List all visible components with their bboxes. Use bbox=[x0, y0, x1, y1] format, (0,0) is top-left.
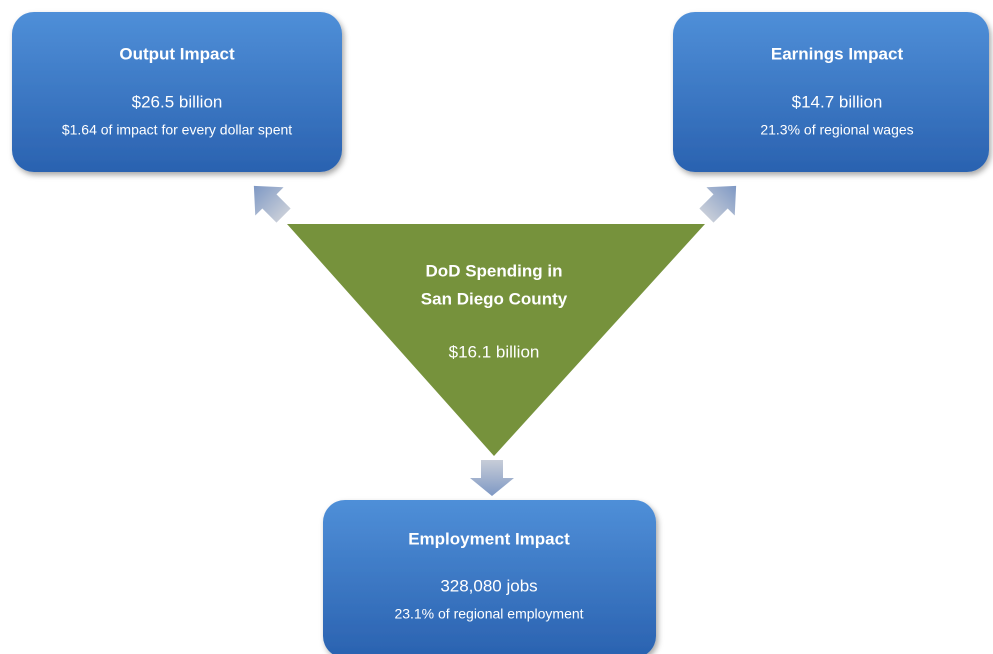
node-value: $26.5 billion bbox=[132, 92, 223, 111]
earnings-box: Earnings Impact $14.7 billion 21.3% of r… bbox=[673, 12, 989, 172]
node-title: Output Impact bbox=[119, 44, 235, 63]
employment-box: Employment Impact 328,080 jobs 23.1% of … bbox=[323, 500, 656, 654]
node-value: $14.7 billion bbox=[792, 92, 883, 111]
center-title-line: DoD Spending in bbox=[426, 261, 563, 280]
node-detail: $1.64 of impact for every dollar spent bbox=[62, 122, 292, 138]
arrow-to-earnings bbox=[699, 185, 737, 223]
arrow-to-employment bbox=[470, 460, 514, 496]
node-value: 328,080 jobs bbox=[440, 576, 537, 595]
output-box: Output Impact $26.5 billion $1.64 of imp… bbox=[12, 12, 342, 172]
node-title: Earnings Impact bbox=[771, 44, 904, 63]
node-detail: 23.1% of regional employment bbox=[394, 606, 583, 622]
node-title: Employment Impact bbox=[408, 529, 570, 548]
center-title-line: San Diego County bbox=[421, 289, 568, 308]
center-value: $16.1 billion bbox=[449, 342, 540, 361]
arrow-to-output bbox=[253, 185, 291, 223]
node-detail: 21.3% of regional wages bbox=[760, 122, 913, 138]
center-triangle bbox=[287, 224, 705, 456]
